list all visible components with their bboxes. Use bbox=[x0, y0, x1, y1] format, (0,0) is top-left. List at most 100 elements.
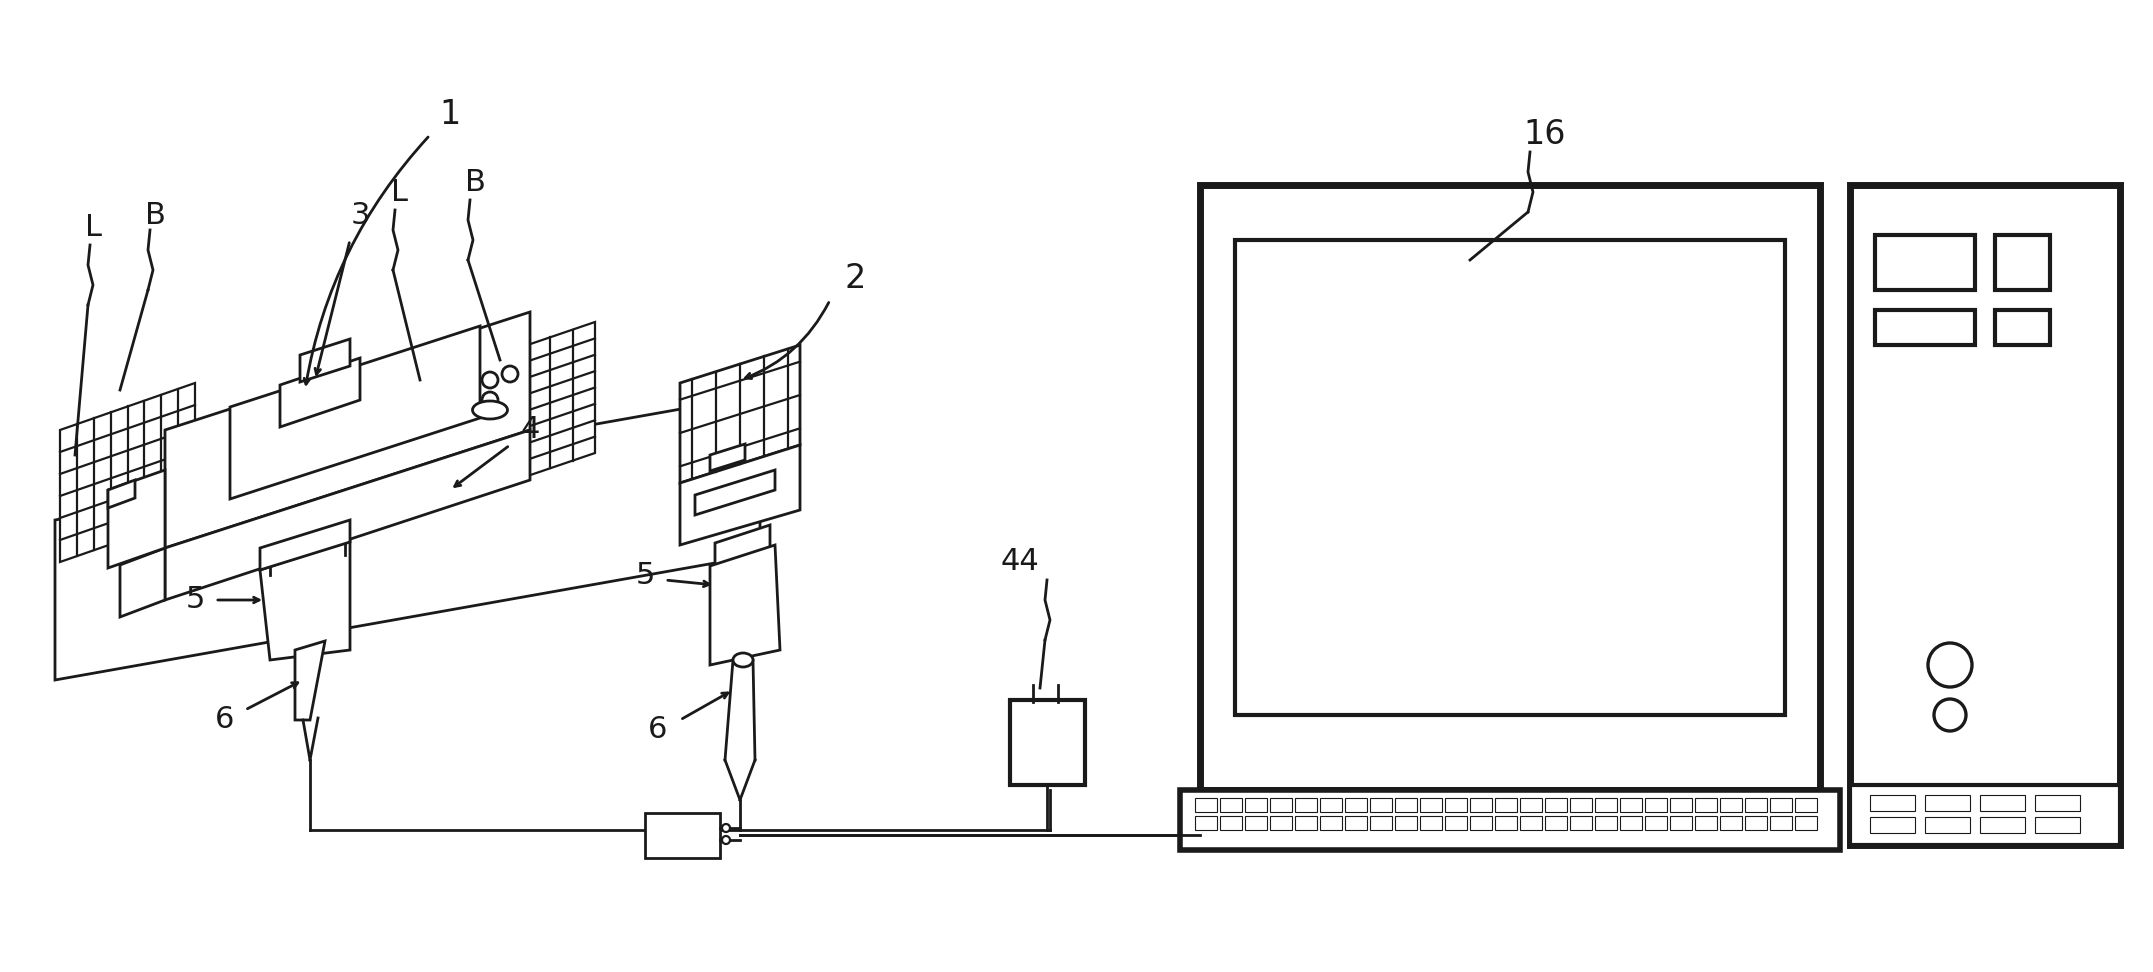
Ellipse shape bbox=[472, 401, 508, 419]
Bar bbox=[1849, 185, 2121, 845]
Bar bbox=[1981, 817, 2026, 833]
Circle shape bbox=[1927, 643, 1972, 687]
Polygon shape bbox=[121, 548, 166, 617]
Circle shape bbox=[502, 366, 519, 382]
Bar bbox=[1520, 798, 1542, 812]
Bar bbox=[1236, 240, 1785, 715]
Bar bbox=[1445, 816, 1466, 830]
Circle shape bbox=[1933, 699, 1966, 731]
Polygon shape bbox=[261, 520, 351, 570]
Bar bbox=[1369, 816, 1393, 830]
Bar bbox=[1221, 798, 1242, 812]
Bar bbox=[1796, 816, 1817, 830]
Polygon shape bbox=[166, 312, 530, 548]
Bar bbox=[646, 813, 719, 858]
Polygon shape bbox=[166, 430, 530, 600]
Circle shape bbox=[721, 824, 730, 832]
Bar bbox=[1244, 816, 1266, 830]
Bar bbox=[1346, 816, 1367, 830]
Bar bbox=[1421, 798, 1443, 812]
Bar bbox=[1010, 700, 1085, 785]
Bar bbox=[2035, 795, 2080, 811]
Text: 16: 16 bbox=[1524, 119, 1565, 152]
Bar bbox=[1221, 816, 1242, 830]
Bar bbox=[2035, 817, 2080, 833]
Text: 4: 4 bbox=[521, 415, 540, 444]
Polygon shape bbox=[108, 470, 166, 568]
Bar bbox=[1595, 798, 1617, 812]
Bar bbox=[1770, 816, 1791, 830]
Bar bbox=[1770, 798, 1791, 812]
Text: B: B bbox=[144, 200, 166, 229]
Bar bbox=[1520, 816, 1542, 830]
Bar bbox=[1320, 816, 1341, 830]
Bar bbox=[1270, 798, 1292, 812]
Bar bbox=[1346, 798, 1367, 812]
Polygon shape bbox=[710, 444, 745, 471]
Bar bbox=[1494, 816, 1518, 830]
Bar bbox=[1270, 816, 1292, 830]
Polygon shape bbox=[56, 395, 760, 680]
Bar bbox=[1875, 235, 1974, 290]
Bar bbox=[1875, 310, 1974, 345]
Bar bbox=[1595, 816, 1617, 830]
Bar bbox=[1421, 816, 1443, 830]
Polygon shape bbox=[295, 641, 325, 720]
Text: 6: 6 bbox=[215, 706, 235, 735]
Text: 5: 5 bbox=[635, 561, 655, 589]
Bar bbox=[1720, 798, 1742, 812]
Bar bbox=[1694, 798, 1716, 812]
Bar bbox=[1570, 798, 1591, 812]
Bar bbox=[1546, 816, 1567, 830]
Bar bbox=[1796, 798, 1817, 812]
Bar bbox=[1180, 790, 1841, 850]
Bar bbox=[1369, 798, 1393, 812]
Text: 3: 3 bbox=[351, 200, 370, 229]
Polygon shape bbox=[710, 545, 779, 665]
Polygon shape bbox=[680, 445, 801, 545]
Polygon shape bbox=[108, 480, 136, 508]
Bar bbox=[1195, 816, 1216, 830]
Circle shape bbox=[482, 372, 497, 388]
Bar bbox=[1546, 798, 1567, 812]
Text: 44: 44 bbox=[1001, 547, 1040, 576]
Bar bbox=[1671, 798, 1692, 812]
Bar bbox=[1294, 816, 1318, 830]
Bar bbox=[1996, 310, 2050, 345]
Bar bbox=[1671, 816, 1692, 830]
Polygon shape bbox=[461, 322, 594, 499]
Bar bbox=[1694, 816, 1716, 830]
Bar bbox=[1619, 816, 1643, 830]
Polygon shape bbox=[680, 345, 801, 483]
Circle shape bbox=[482, 392, 497, 408]
Bar bbox=[1445, 798, 1466, 812]
Polygon shape bbox=[280, 358, 360, 427]
Bar bbox=[1645, 816, 1666, 830]
Bar bbox=[1925, 817, 1970, 833]
Text: B: B bbox=[465, 168, 484, 197]
Polygon shape bbox=[695, 470, 775, 515]
Text: 2: 2 bbox=[844, 261, 866, 295]
Bar bbox=[1925, 795, 1970, 811]
Bar bbox=[1871, 817, 1914, 833]
Bar bbox=[1619, 798, 1643, 812]
Ellipse shape bbox=[732, 653, 754, 667]
Bar bbox=[1996, 235, 2050, 290]
Circle shape bbox=[721, 836, 730, 844]
Bar bbox=[1294, 798, 1318, 812]
Bar bbox=[1494, 798, 1518, 812]
Bar bbox=[1320, 798, 1341, 812]
Bar bbox=[1395, 816, 1417, 830]
Bar bbox=[1871, 795, 1914, 811]
Bar bbox=[1720, 816, 1742, 830]
Polygon shape bbox=[299, 339, 351, 382]
Bar bbox=[1744, 816, 1768, 830]
Bar bbox=[1470, 816, 1492, 830]
Bar bbox=[1981, 795, 2026, 811]
Polygon shape bbox=[715, 525, 771, 566]
Bar bbox=[1395, 798, 1417, 812]
Bar bbox=[1195, 798, 1216, 812]
Text: 5: 5 bbox=[185, 585, 205, 614]
Bar bbox=[1244, 798, 1266, 812]
Polygon shape bbox=[230, 326, 480, 499]
